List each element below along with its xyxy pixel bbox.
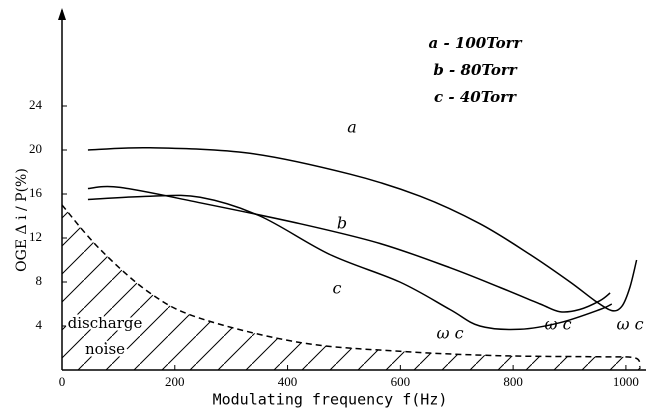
line — [87, 185, 611, 313]
series-label: c — [333, 279, 342, 298]
x-tick-label: 1000 — [613, 374, 639, 389]
y-tick-label: 12 — [29, 229, 42, 244]
x-axis-label: Modulating frequency f(Hz) — [213, 391, 448, 409]
x-tick-label: 0 — [59, 374, 66, 389]
annotation: ω c — [616, 315, 643, 334]
legend-entry: b - 80Torr — [433, 61, 517, 79]
annotation: ω c — [436, 324, 463, 343]
y-tick-label: 24 — [29, 97, 43, 112]
y-tick-label: 20 — [29, 141, 42, 156]
x-tick-label: 800 — [503, 374, 523, 389]
annotation: ω c — [544, 315, 571, 334]
x-tick-label: 400 — [278, 374, 298, 389]
y-tick-label: 8 — [36, 273, 43, 288]
line — [61, 204, 641, 368]
y-axis-label: OGE Δ i / P(%) — [14, 168, 30, 272]
x-tick-label: 200 — [165, 374, 185, 389]
y-tick-label: 16 — [29, 185, 43, 200]
legend-entry: c - 40Torr — [434, 88, 517, 106]
line — [87, 194, 613, 331]
series-label: discharge noise — [68, 314, 143, 358]
y-axis-arrow — [58, 8, 66, 20]
x-tick-label: 600 — [391, 374, 411, 389]
series-label: a — [347, 118, 357, 137]
series-label: b — [337, 214, 347, 233]
legend-entry: a - 100Torr — [429, 34, 523, 52]
y-tick-label: 4 — [36, 317, 43, 332]
line — [87, 146, 638, 312]
